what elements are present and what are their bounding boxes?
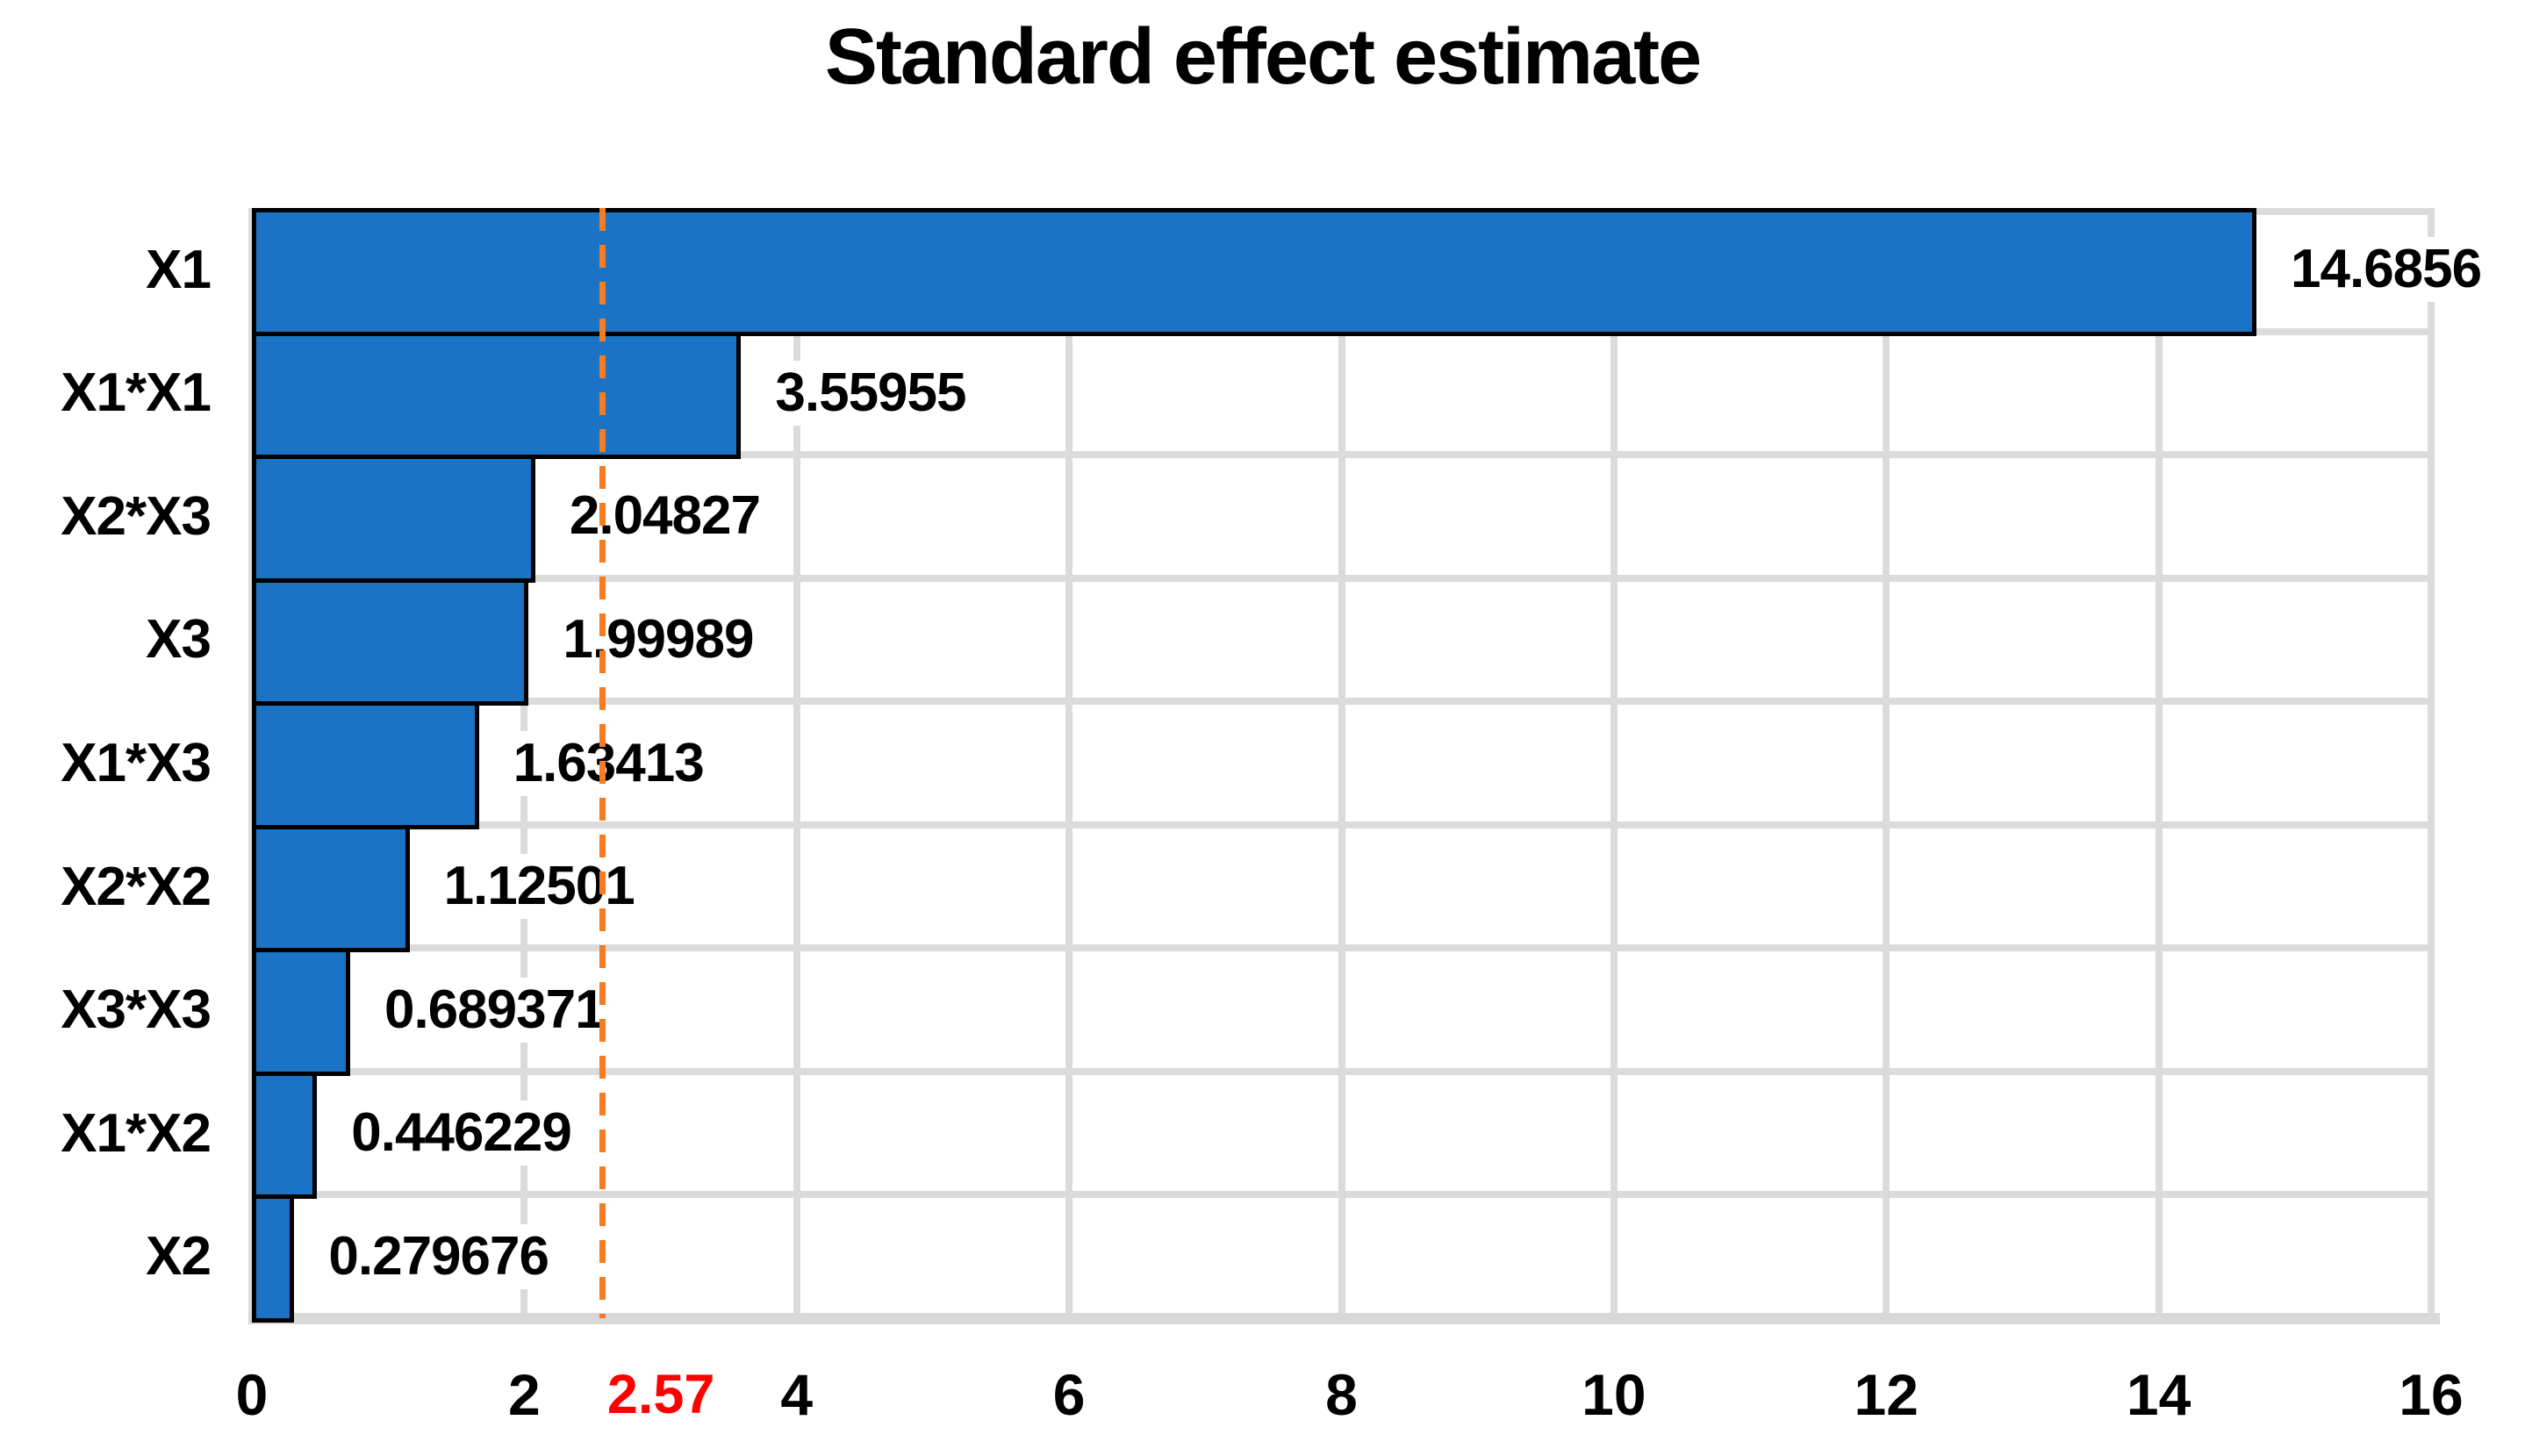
x-tick-label: 8 — [1325, 1362, 1358, 1427]
x-tick-label: 10 — [1582, 1362, 1646, 1427]
bar — [252, 701, 479, 829]
vertical-gridline — [1883, 208, 1890, 1318]
value-label: 3.55955 — [763, 360, 979, 426]
bar — [252, 1194, 295, 1323]
value-label: 2.04827 — [556, 484, 772, 549]
x-tick-label: 0 — [235, 1362, 269, 1427]
plot-area: 14.6856 3.55955 2.04827 1.99989 1.63413 1.125… — [248, 208, 2494, 1323]
x-tick-label: 6 — [1052, 1362, 1086, 1427]
value-label: 14.6856 — [2278, 237, 2494, 303]
vertical-gridline — [1065, 208, 1073, 1318]
bar — [252, 331, 742, 460]
horizontal-gridline — [252, 821, 2431, 828]
bar — [252, 1071, 318, 1200]
value-label: 1.12501 — [431, 854, 647, 920]
horizontal-gridline — [252, 1191, 2431, 1199]
x-tick-label: 12 — [1854, 1362, 1919, 1427]
vertical-gridline — [2155, 208, 2163, 1318]
horizontal-gridline — [252, 1067, 2431, 1075]
chart-title: Standard effect estimate — [824, 13, 1702, 101]
category-label: X1*X1 — [61, 362, 212, 424]
x-tick-label: 4 — [780, 1362, 814, 1427]
x-tick-label: 14 — [2126, 1362, 2191, 1427]
category-label: X1*X3 — [61, 732, 212, 793]
category-label: X3 — [146, 609, 212, 671]
x-tick-label: 16 — [2399, 1362, 2464, 1427]
category-label: X2*X3 — [61, 485, 212, 547]
bar — [252, 455, 535, 583]
threshold-line — [599, 208, 606, 1318]
x-tick-label: 2 — [508, 1362, 541, 1427]
bar — [252, 577, 529, 706]
category-label: X2 — [146, 1226, 212, 1287]
value-label: 0.446229 — [339, 1101, 584, 1166]
vertical-gridline — [1610, 208, 1618, 1318]
value-label: 1.63413 — [500, 730, 716, 796]
horizontal-gridline — [252, 574, 2431, 582]
category-label: X3*X3 — [61, 979, 212, 1041]
horizontal-gridline — [252, 451, 2431, 459]
category-label: X2*X2 — [61, 856, 212, 917]
vertical-gridline — [1338, 208, 1345, 1318]
value-label: 0.689371 — [371, 977, 617, 1043]
category-label: X1 — [146, 239, 212, 300]
horizontal-gridline — [252, 698, 2431, 706]
category-label: X1*X2 — [61, 1102, 212, 1164]
value-label: 1.99989 — [550, 606, 766, 672]
value-label: 0.279676 — [316, 1223, 561, 1289]
bar — [252, 208, 2257, 336]
vertical-gridline — [793, 208, 800, 1318]
bar — [252, 948, 350, 1076]
threshold-tick-label: 2.57 — [606, 1364, 715, 1425]
bar — [252, 824, 410, 953]
horizontal-gridline — [252, 944, 2431, 952]
vertical-gridline — [2428, 208, 2435, 1318]
x-axis-line — [248, 1313, 2440, 1324]
